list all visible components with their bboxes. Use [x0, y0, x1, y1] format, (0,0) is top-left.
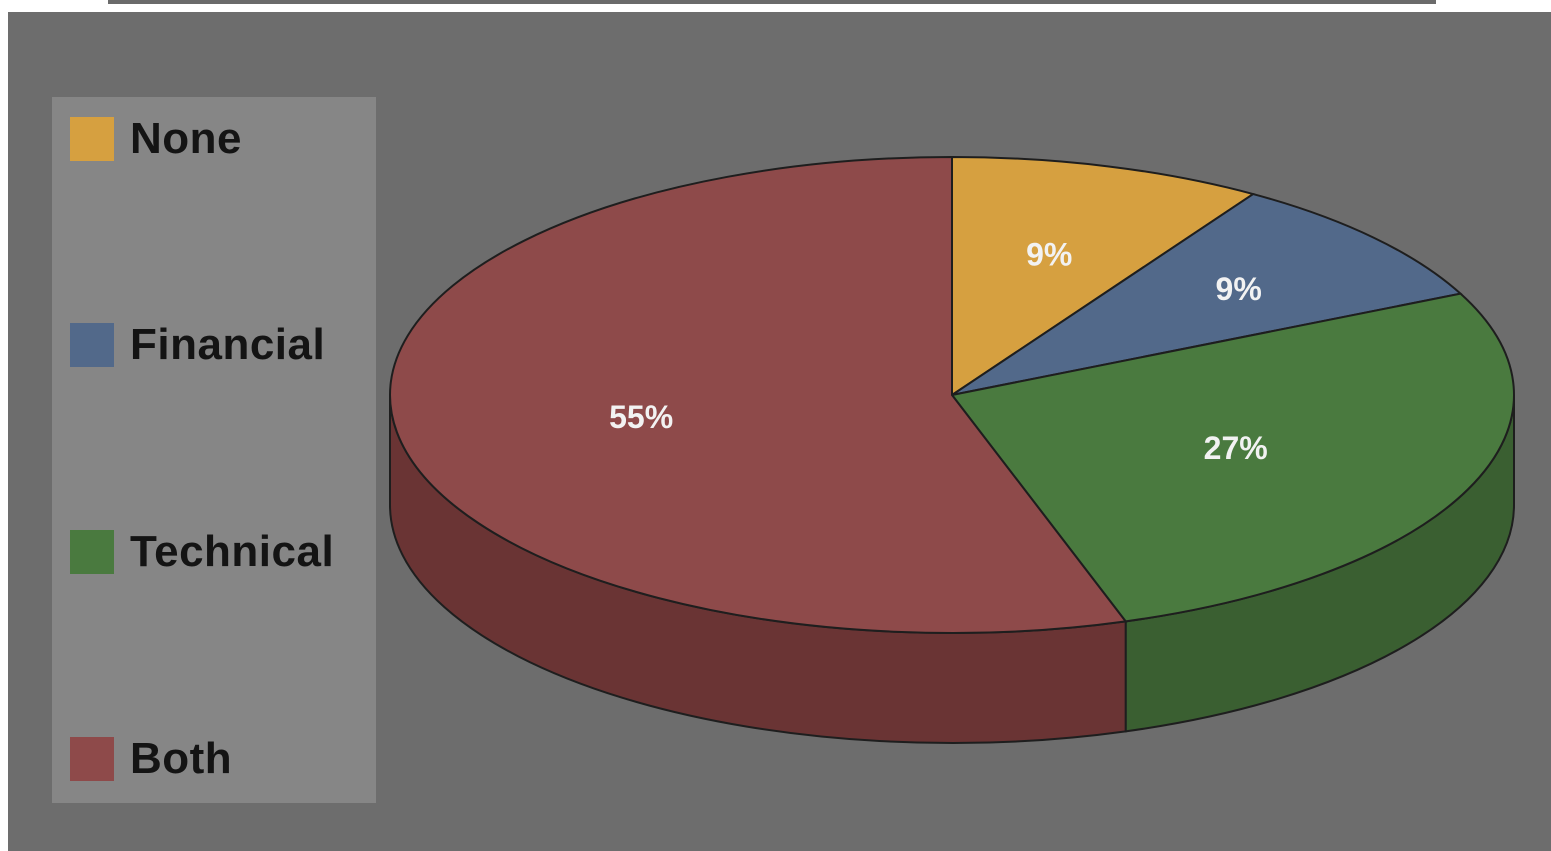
pie-slice-financial — [951, 192, 1463, 396]
pie-top — [389, 155, 1515, 634]
pie-slice-both — [389, 155, 1128, 634]
slice-label-none: 9% — [1026, 236, 1072, 272]
slice-label-technical: 27% — [1204, 430, 1268, 466]
legend-label-technical: Technical — [130, 527, 335, 576]
legend-swatch-financial — [70, 323, 114, 367]
legend-label-both: Both — [130, 734, 233, 783]
legend-label-financial: Financial — [130, 320, 326, 369]
legend-swatch-technical — [70, 530, 114, 574]
legend-item-both: Both — [70, 734, 233, 783]
slice-label-financial: 9% — [1216, 271, 1262, 307]
legend-item-financial: Financial — [70, 320, 326, 369]
legend-item-none: None — [70, 114, 242, 163]
legend-label-none: None — [130, 114, 242, 163]
legend-item-technical: Technical — [70, 527, 335, 576]
legend: None Financial Technical Both — [52, 97, 376, 803]
pie-slice-technical — [950, 292, 1515, 623]
pie-slice-none — [951, 155, 1256, 397]
top-border-line — [108, 0, 1436, 4]
legend-swatch-none — [70, 117, 114, 161]
slice-label-both: 55% — [609, 399, 673, 435]
pie-labels: 9% 9% 27% 55% — [609, 236, 1268, 466]
legend-swatch-both — [70, 737, 114, 781]
